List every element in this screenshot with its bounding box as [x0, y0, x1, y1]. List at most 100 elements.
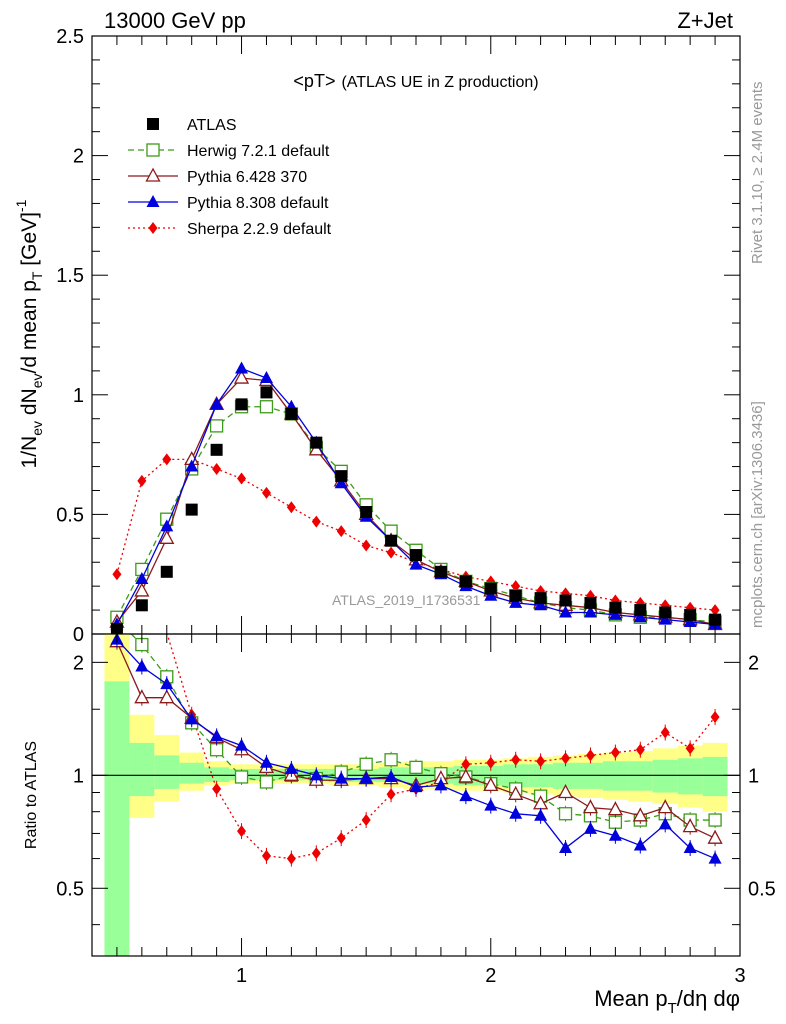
series-line-pythia-6-428-370 [116, 377, 716, 626]
data-point-sherpa-2-2-9-default [386, 546, 396, 559]
uncertainty-band-inner-bin [602, 761, 628, 791]
series-pythia-8-308-default [110, 361, 722, 630]
ratio-point-sherpa-2-2-9-default [261, 849, 271, 862]
ratio-point-pythia-8-308-default [658, 817, 672, 830]
data-point-pythia-8-308-default [185, 459, 199, 472]
data-point-sherpa-2-2-9-default [361, 539, 371, 552]
ratio-point-sherpa-2-2-9-default [461, 758, 471, 771]
ratio-point-pythia-8-308-default [434, 778, 448, 791]
uncertainty-band-inner-bin [129, 742, 155, 797]
data-point-pythia-8-308-default [259, 371, 273, 384]
legend-entry-sherpa-2-2-9-default: Sherpa 2.2.9 default [128, 221, 332, 238]
ratio-panel: 1 2 3 0.5 0.5 1 1 2 2 [56, 633, 776, 987]
y-tick-label-right: 2 [748, 652, 759, 674]
legend-marker [145, 167, 161, 182]
ratio-point-pythia-6-428-370 [682, 818, 698, 833]
uncertainty-band-inner-bin [627, 761, 653, 791]
uncertainty-band-inner-bin [677, 758, 703, 795]
series-line-sherpa-2-2-9-default [116, 458, 716, 611]
ratio-point-sherpa-2-2-9-default [212, 782, 222, 795]
data-point-atlas [410, 549, 422, 562]
data-point-herwig-7-2-1-default [259, 400, 274, 414]
ratio-point-pythia-8-308-default [334, 771, 348, 784]
x-axis-title: Mean pT/dη dφ [594, 986, 740, 1017]
ratio-point-herwig-7-2-1-default [409, 760, 423, 775]
ratio-point-pythia-6-428-370 [458, 768, 474, 783]
y-tick-label: 0 [73, 624, 84, 646]
mcplots-label: mcplots.cern.ch [arXiv:1306.3436] [749, 401, 766, 628]
x-tick-label: 2 [485, 965, 496, 987]
data-point-sherpa-2-2-9-default [112, 568, 122, 581]
ratio-point-pythia-8-308-default [534, 808, 548, 821]
ratio-point-pythia-8-308-default [633, 838, 647, 851]
ratio-point-sherpa-2-2-9-default [685, 742, 695, 755]
data-point-atlas [434, 565, 447, 578]
y-tick-label-right: 1 [748, 765, 759, 787]
ratio-point-sherpa-2-2-9-default [660, 726, 670, 739]
series-pythia-6-428-370 [109, 369, 723, 631]
ratio-point-pythia-8-308-default [683, 841, 697, 854]
ratio-point-sherpa-2-2-9-default [710, 711, 720, 724]
data-point-atlas [285, 407, 298, 420]
legend-entry-herwig-7-2-1-default: Herwig 7.2.1 default [128, 143, 330, 160]
process-label: Z+Jet [677, 8, 733, 33]
ratio-point-herwig-7-2-1-default [259, 775, 274, 789]
legend-marker [147, 118, 159, 130]
plot-title-main: <pT> [293, 71, 335, 91]
legend-marker [146, 195, 160, 207]
plot-title: <pT> (ATLAS UE in Z production) [293, 71, 538, 91]
data-point-sherpa-2-2-9-default [336, 525, 346, 538]
uncertainty-band-inner-bin [702, 756, 728, 797]
data-point-pythia-8-308-default [608, 607, 622, 620]
ratio-point-herwig-7-2-1-default [384, 753, 398, 767]
main-panel: 0 0.5 1 1.5 2 2.5 [56, 26, 741, 646]
x-tick-label: 1 [236, 965, 247, 987]
data-point-pythia-8-308-default [334, 476, 348, 489]
data-point-pythia-8-308-default [210, 397, 224, 410]
ratio-point-pythia-8-308-default [185, 712, 199, 725]
y-tick-label: 2.5 [56, 26, 84, 48]
y-tick-label: 0.5 [56, 878, 84, 900]
uncertainty-band-inner-bin [652, 759, 678, 793]
ratio-point-pythia-8-308-default [210, 729, 224, 742]
data-point-atlas [385, 534, 398, 547]
series-line-pythia-8-308-default [116, 367, 716, 626]
ratio-point-pythia-6-428-370 [657, 799, 673, 814]
data-point-atlas [584, 596, 597, 609]
ratio-point-pythia-6-428-370 [582, 799, 599, 814]
legend-entry-pythia-6-428-370: Pythia 6.428 370 [128, 167, 307, 186]
data-point-sherpa-2-2-9-default [311, 515, 321, 528]
ratio-line-pythia-8-308-default [116, 639, 716, 860]
data-point-pythia-8-308-default [409, 557, 423, 570]
ratio-point-pythia-6-428-370 [483, 777, 499, 792]
ratio-point-sherpa-2-2-9-default [361, 814, 371, 827]
legend-label: Pythia 6.428 370 [187, 169, 307, 186]
legend-label: Pythia 8.308 default [187, 195, 329, 212]
ratio-point-pythia-8-308-default [259, 755, 273, 768]
ratio-point-pythia-8-308-default [559, 841, 573, 854]
data-point-atlas [360, 506, 373, 519]
ratio-point-sherpa-2-2-9-default [386, 788, 396, 801]
data-point-atlas [484, 582, 497, 595]
y-tick-label: 1 [73, 765, 84, 787]
ratio-point-pythia-6-428-370 [508, 785, 524, 800]
data-point-pythia-8-308-default [658, 612, 672, 625]
data-point-atlas [609, 601, 622, 614]
data-point-pythia-6-428-370 [233, 369, 250, 384]
data-point-atlas [210, 443, 223, 456]
y-tick-label: 1 [73, 385, 84, 407]
ratio-point-herwig-7-2-1-default [359, 757, 373, 771]
ratio-point-herwig-7-2-1-default [708, 813, 722, 827]
y-tick-label: 1.5 [56, 265, 84, 287]
data-point-pythia-8-308-default [633, 610, 647, 623]
ratio-point-sherpa-2-2-9-default [336, 832, 346, 845]
ratio-point-sherpa-2-2-9-default [561, 752, 571, 765]
data-point-atlas [135, 599, 148, 612]
plot-title-sub: (ATLAS UE in Z production) [341, 74, 538, 91]
ratio-point-pythia-8-308-default [409, 780, 423, 793]
data-point-atlas [459, 575, 472, 588]
data-point-atlas [260, 386, 273, 399]
ratio-point-pythia-8-308-default [384, 769, 398, 782]
ratio-point-pythia-6-428-370 [632, 807, 648, 822]
data-point-herwig-7-2-1-default [209, 419, 224, 433]
